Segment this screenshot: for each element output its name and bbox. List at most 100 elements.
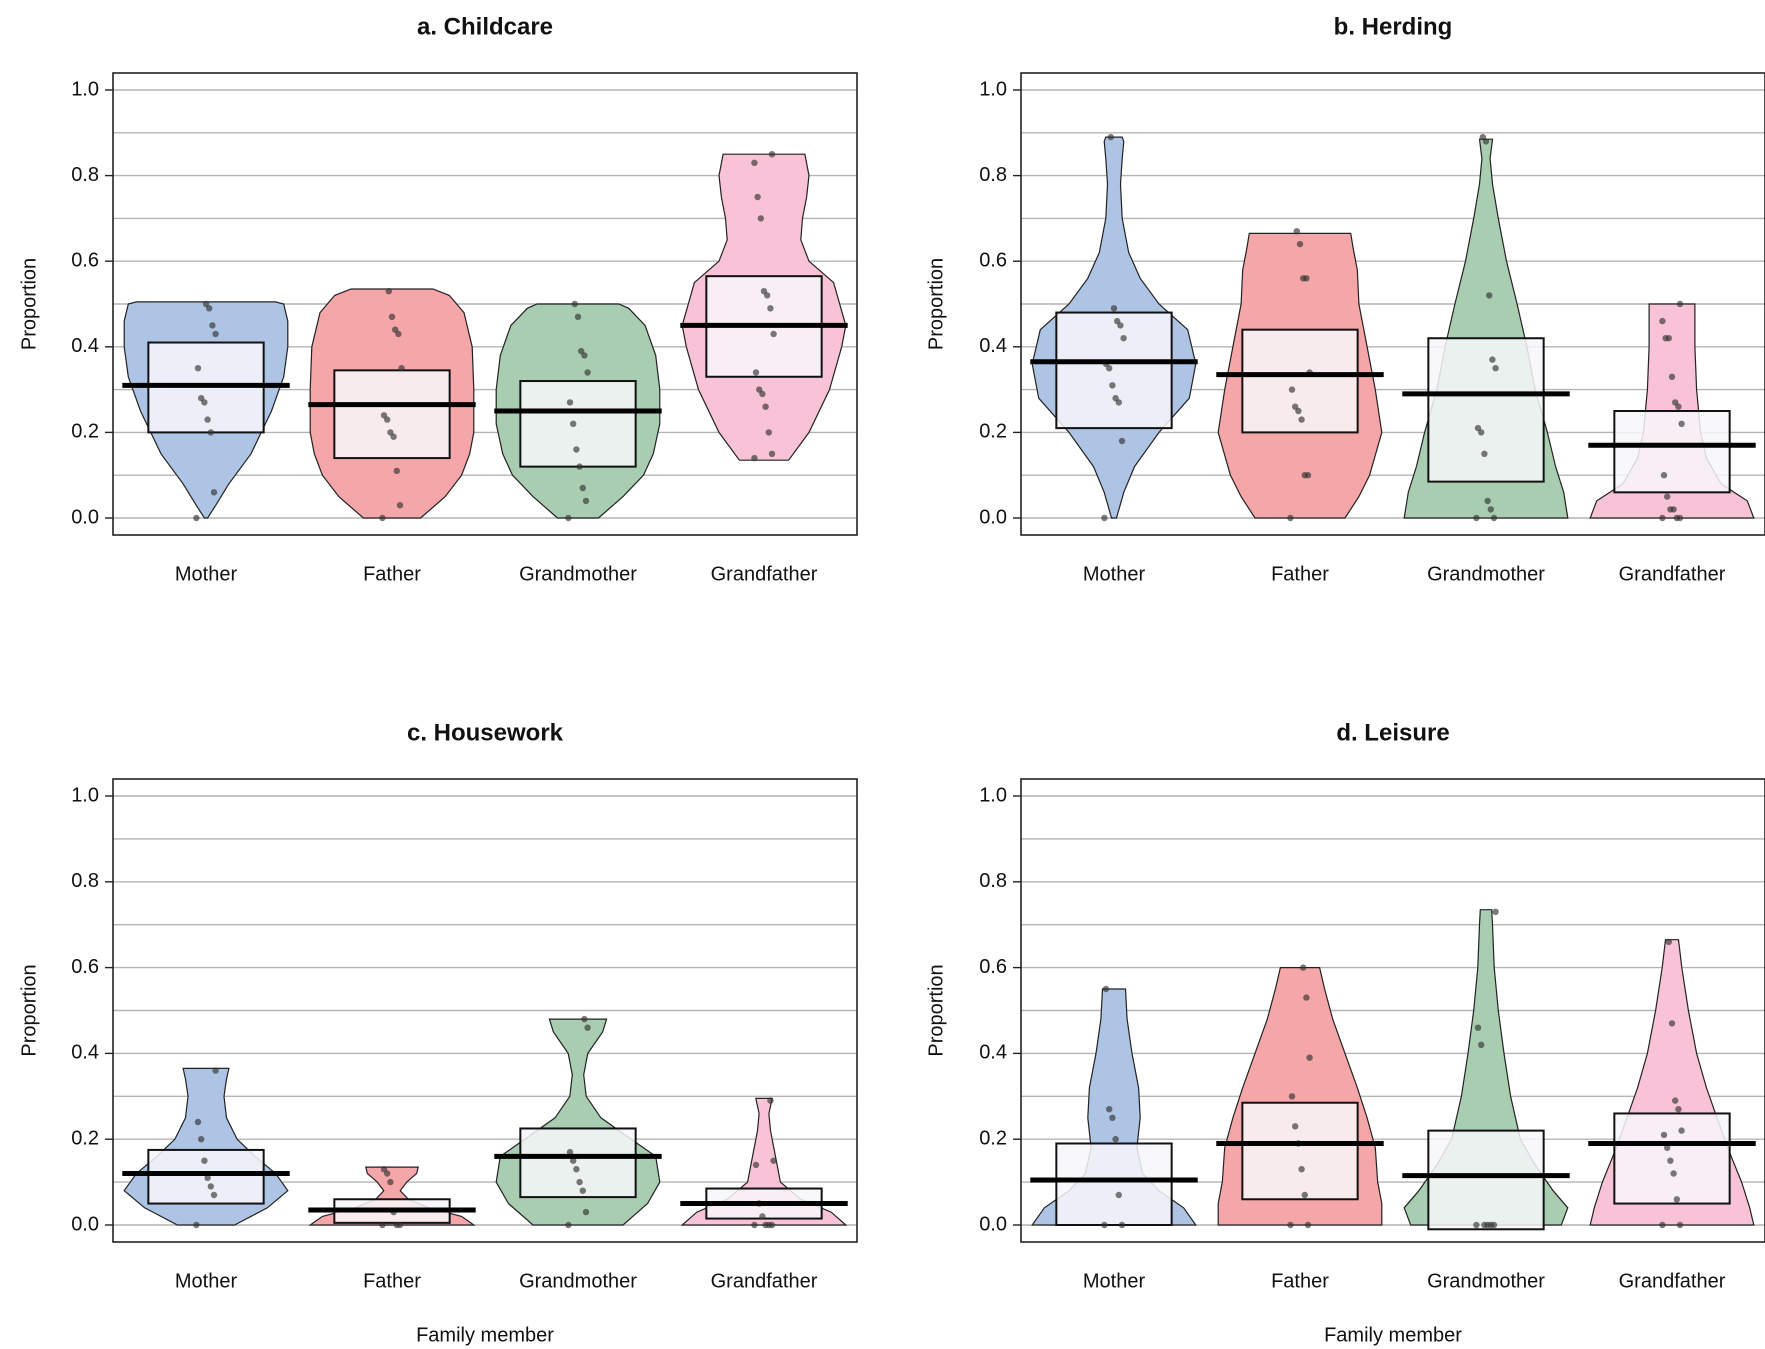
- data-point: [1120, 335, 1127, 342]
- data-point: [379, 514, 386, 522]
- data-point: [1288, 1093, 1296, 1100]
- x-tick-label: Father: [1271, 1270, 1329, 1292]
- data-point: [1487, 506, 1495, 513]
- data-point: [1110, 305, 1118, 312]
- data-point: [1676, 300, 1684, 308]
- data-point: [1118, 1221, 1126, 1229]
- hdi-box: [1427, 1129, 1545, 1231]
- data-point: [762, 403, 769, 410]
- group-mother: [122, 300, 290, 522]
- group-grandfather: [680, 1097, 848, 1229]
- data-point: [760, 288, 768, 295]
- y-tick-label: 0.0: [71, 1213, 99, 1235]
- data-point: [757, 215, 764, 222]
- data-point: [582, 497, 590, 505]
- x-tick-label: Mother: [1083, 563, 1146, 585]
- y-axis-label: Proportion: [925, 964, 947, 1056]
- data-point: [1672, 1097, 1679, 1104]
- data-point: [751, 454, 758, 462]
- data-point: [1672, 399, 1679, 406]
- data-point: [393, 1221, 400, 1229]
- data-point: [1492, 908, 1499, 915]
- data-point: [576, 1178, 583, 1186]
- data-point: [1676, 1221, 1684, 1229]
- group-mother: [1030, 133, 1198, 522]
- data-point: [210, 1191, 218, 1199]
- data-point: [767, 305, 774, 312]
- data-point: [193, 1221, 200, 1229]
- chart-title: c. Housework: [407, 719, 564, 746]
- data-point: [1112, 1136, 1119, 1143]
- data-point: [768, 151, 776, 158]
- hdi-box: [1055, 311, 1173, 430]
- data-point: [398, 365, 405, 372]
- panel-2: b. Herding Proportion 0.0 0.2 0.4 0.6 0.8 1.0 Mo…: [925, 13, 1765, 585]
- data-point: [751, 159, 758, 166]
- group-grandfather: [1588, 300, 1756, 522]
- x-tick-label: Father: [1271, 563, 1329, 585]
- data-point: [566, 1148, 574, 1156]
- data-point: [1479, 133, 1487, 141]
- data-point: [1115, 1191, 1123, 1199]
- y-tick-label: 0.6: [979, 956, 1007, 978]
- data-point: [579, 1187, 586, 1194]
- data-point: [1675, 1106, 1682, 1113]
- data-point: [1486, 292, 1493, 299]
- y-tick-label: 0.6: [71, 249, 99, 271]
- plot-frame: [1020, 72, 1765, 536]
- data-point: [579, 484, 586, 492]
- chart-title: b. Herding: [1334, 13, 1453, 40]
- y-tick-label: 0.4: [71, 1042, 99, 1064]
- data-point: [1300, 275, 1307, 282]
- data-point: [1659, 317, 1666, 325]
- hdi-box: [333, 369, 451, 460]
- data-point: [207, 429, 214, 436]
- data-point: [1292, 1123, 1299, 1130]
- y-tick-label: 0.8: [71, 164, 99, 186]
- data-point: [756, 386, 763, 393]
- data-point: [1301, 472, 1309, 479]
- data-point: [1114, 317, 1121, 325]
- y-tick-label: 0.0: [71, 506, 99, 528]
- data-point: [1678, 1127, 1685, 1134]
- data-point: [570, 420, 577, 427]
- data-point: [752, 369, 760, 376]
- data-point: [194, 1118, 202, 1126]
- data-point: [1102, 985, 1110, 993]
- data-point: [201, 1157, 208, 1164]
- y-tick-label: 0.2: [71, 1127, 99, 1149]
- x-tick-label: Mother: [1083, 1270, 1146, 1292]
- hdi-box: [1241, 1101, 1359, 1201]
- data-point: [770, 1157, 777, 1164]
- group-father: [1216, 228, 1384, 522]
- data-point: [1481, 450, 1488, 457]
- x-tick-label: Grandmother: [1427, 563, 1545, 585]
- data-point: [770, 330, 777, 338]
- y-tick-label: 1.0: [71, 78, 99, 100]
- data-point: [380, 1166, 388, 1173]
- data-point: [396, 502, 404, 509]
- data-point: [1664, 1144, 1671, 1152]
- data-point: [379, 1221, 386, 1229]
- data-point: [582, 1208, 590, 1216]
- group-grandmother: [494, 300, 662, 522]
- data-point: [1106, 1106, 1113, 1113]
- group-grandmother: [1402, 133, 1570, 522]
- data-point: [1109, 382, 1116, 389]
- y-tick-label: 1.0: [979, 784, 1007, 806]
- data-point: [385, 288, 392, 295]
- data-point: [1667, 506, 1674, 513]
- data-point: [212, 1067, 219, 1074]
- y-tick-label: 0.4: [979, 1042, 1007, 1064]
- x-tick-label: Grandfather: [711, 563, 818, 585]
- data-point: [1293, 228, 1301, 235]
- data-point: [565, 1221, 572, 1229]
- plot-frame: [112, 72, 858, 536]
- data-point: [209, 322, 216, 329]
- data-point: [765, 429, 772, 436]
- data-point: [204, 416, 211, 423]
- data-point: [212, 330, 219, 338]
- x-tick-label: Grandmother: [519, 563, 637, 585]
- plot-frame: [1020, 778, 1765, 1243]
